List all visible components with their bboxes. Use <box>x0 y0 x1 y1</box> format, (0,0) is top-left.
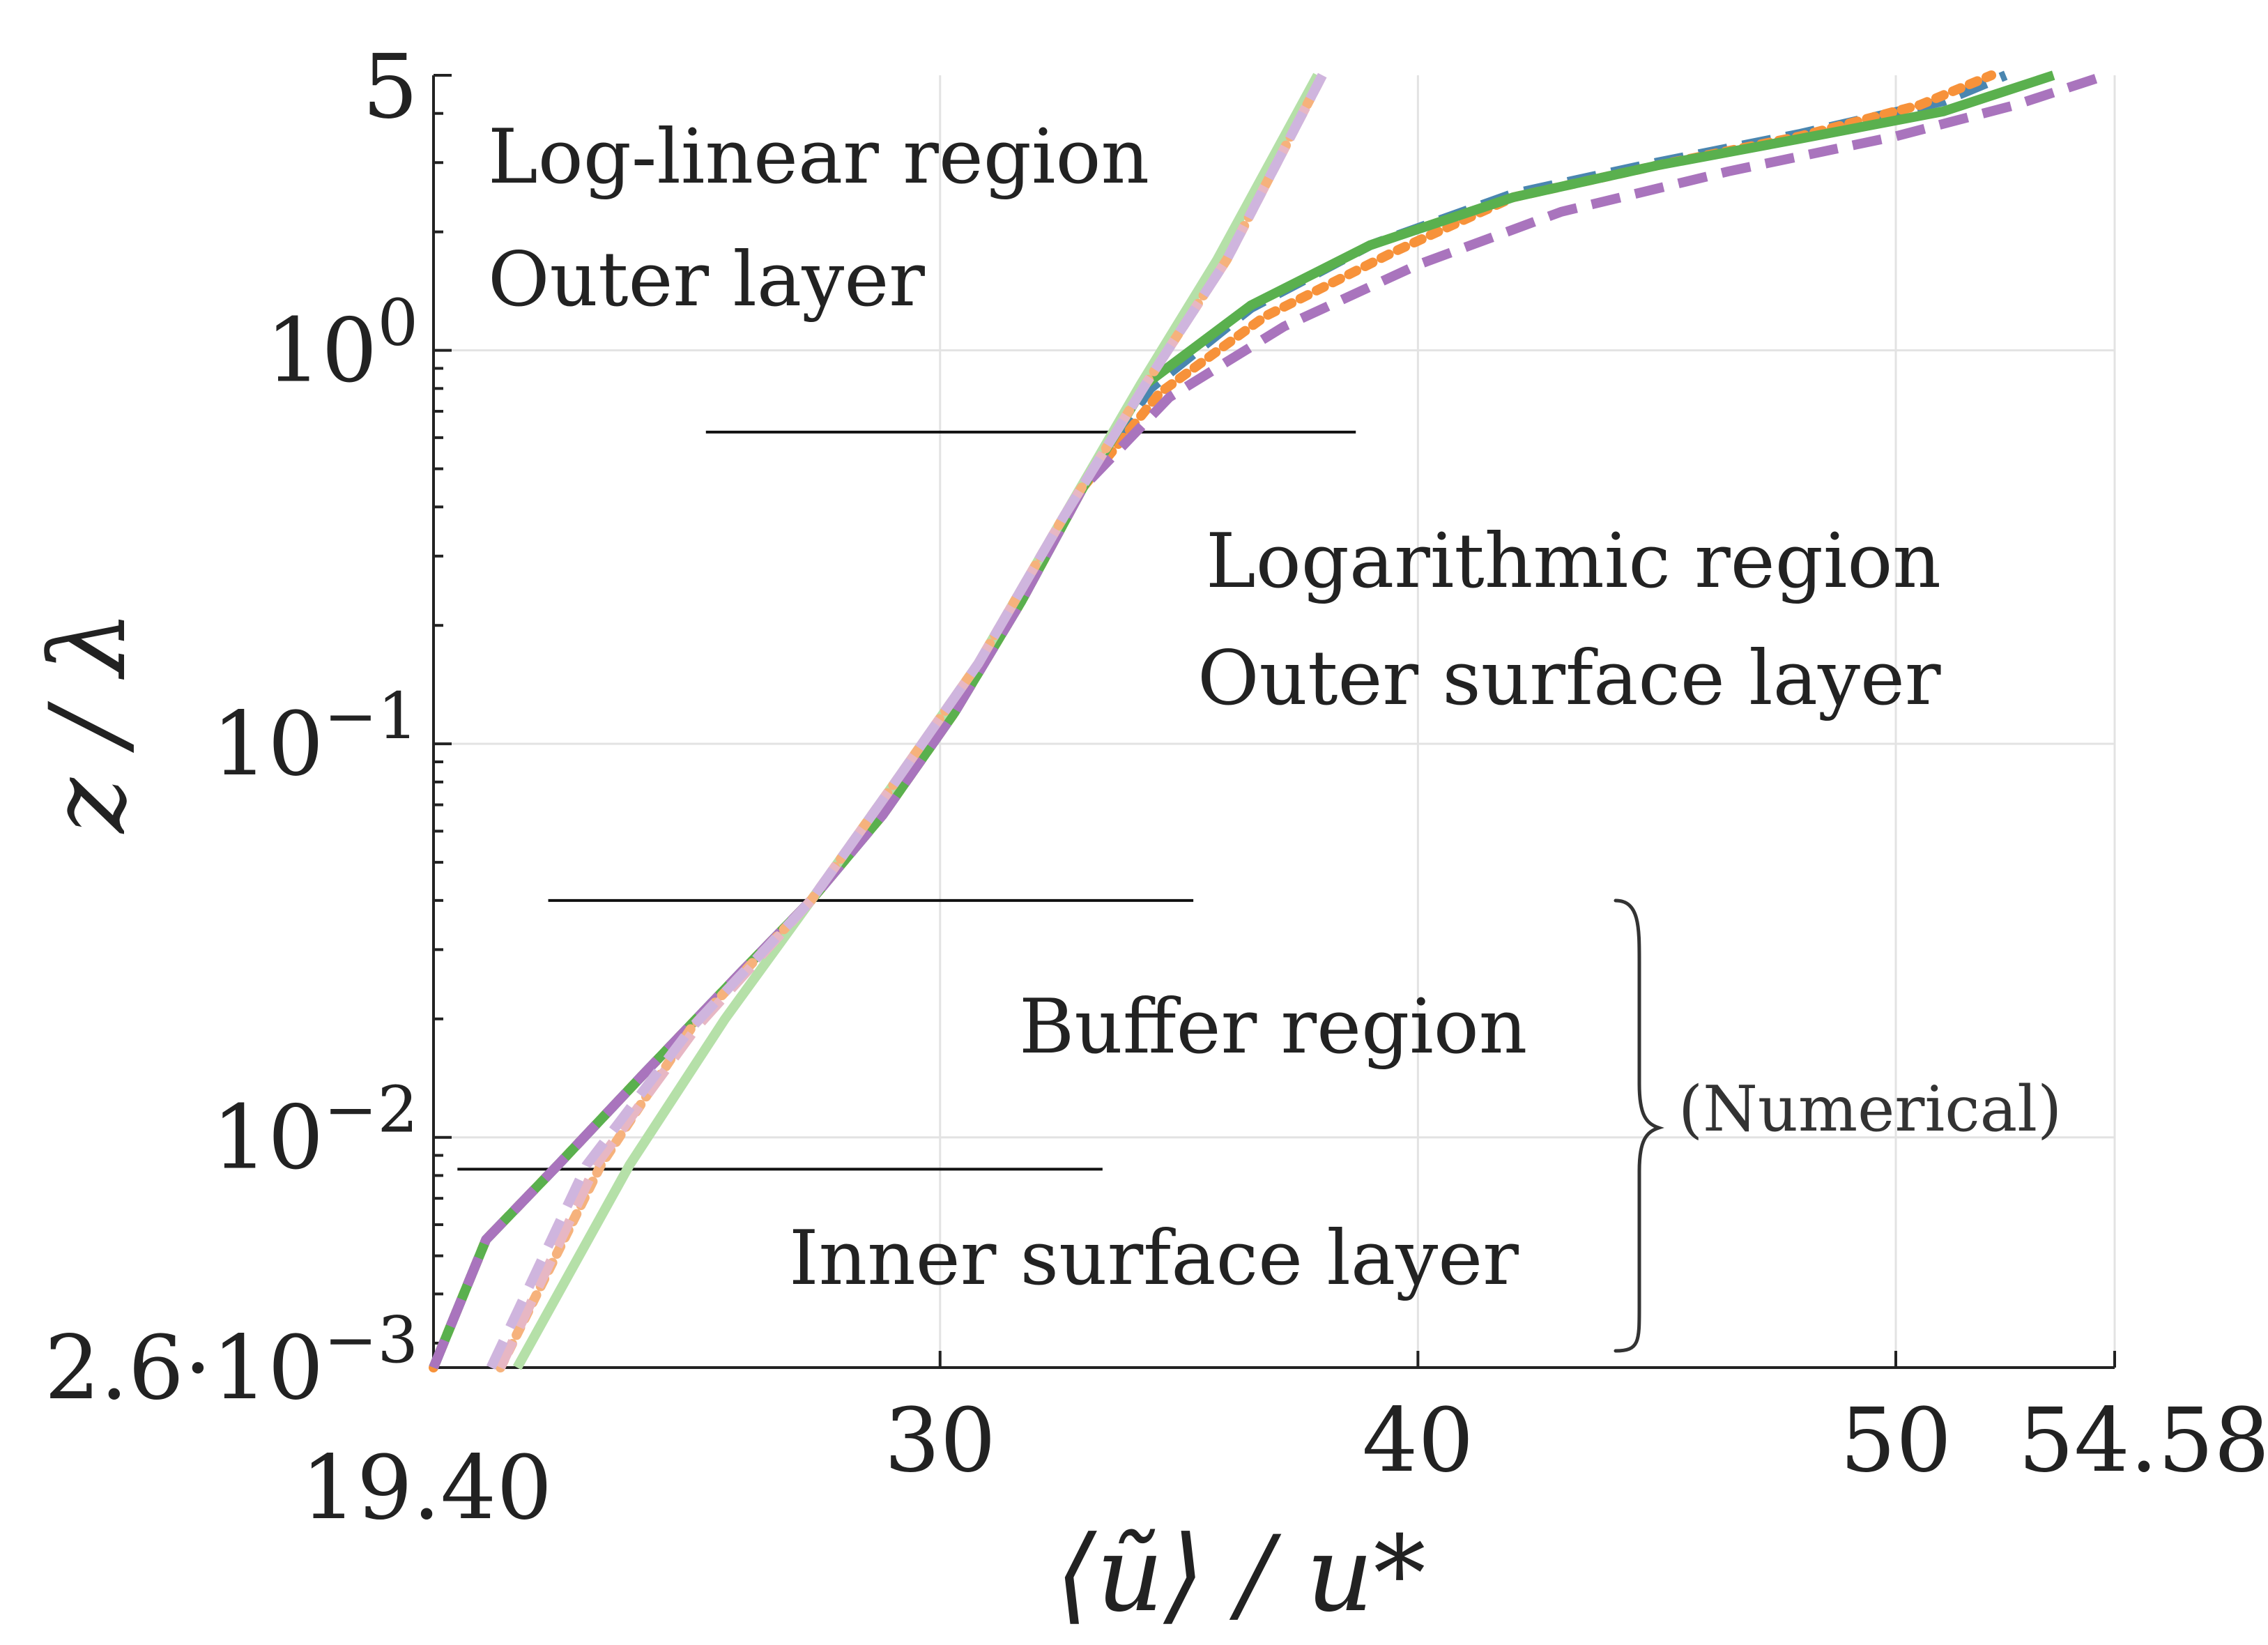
dividers <box>457 430 1356 1171</box>
x-axis-label: ⟨ũ⟩ / u* <box>1055 1514 1425 1635</box>
region-label-log-linear-1: Log-linear region <box>488 114 1149 201</box>
grid <box>434 75 2116 1368</box>
region-label-logarithmic-1: Logarithmic region <box>1206 518 1941 605</box>
x-tick-label-0: 19.40 <box>301 1437 553 1539</box>
numerical-annotation: (Numerical) <box>1678 1073 2062 1146</box>
x-tick-label-3: 50 <box>1840 1389 1952 1492</box>
region-label-logarithmic-2: Outer surface layer <box>1197 635 1941 722</box>
ticks: 2.6·10−3 10−2 10−1 100 5 19.40 30 40 50 54.58 <box>45 36 2268 1539</box>
y-tick-label-0: 2.6·10−3 <box>45 1303 418 1419</box>
y-tick-label-1: 10−2 <box>212 1073 418 1189</box>
region-label-buffer: Buffer region <box>1019 984 1527 1071</box>
numerical-brace <box>1614 898 1664 1353</box>
region-label-inner: Inner surface layer <box>789 1215 1519 1302</box>
y-tick-label-2: 10−1 <box>212 679 418 795</box>
axes <box>432 75 2115 1369</box>
y-tick-label-3: 100 <box>266 286 418 402</box>
y-axis-label: z / λ <box>28 610 149 834</box>
x-tick-label-4: 54.58 <box>2018 1389 2268 1492</box>
x-tick-label-2: 40 <box>1362 1389 1473 1492</box>
y-tick-label-4: 5 <box>362 36 418 138</box>
series-line-model-light-purple-dashed <box>486 72 1327 1370</box>
x-tick-label-1: 30 <box>884 1389 996 1492</box>
series-group <box>429 70 2108 1372</box>
region-label-log-linear-2: Outer layer <box>488 236 925 323</box>
